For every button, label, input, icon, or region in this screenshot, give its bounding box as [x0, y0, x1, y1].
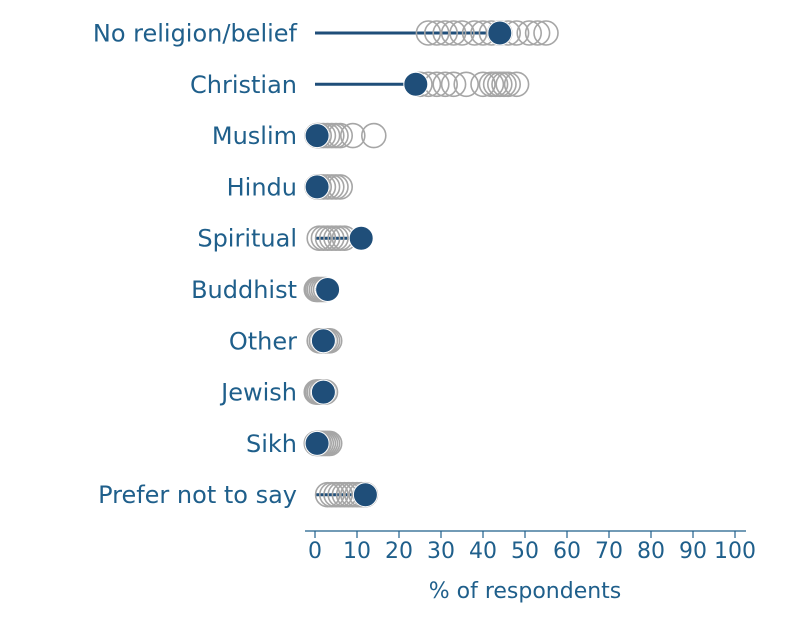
highlight-point — [352, 482, 378, 508]
highlight-point — [304, 123, 330, 149]
comparison-point — [461, 20, 488, 46]
x-tick-label: 40 — [469, 539, 497, 564]
comparison-point — [503, 71, 530, 98]
category-row: Christian — [190, 71, 530, 99]
category-row: Jewish — [219, 379, 339, 407]
category-row: Spiritual — [197, 225, 374, 253]
x-tick-label: 20 — [385, 539, 413, 564]
comparison-point — [432, 71, 459, 98]
x-tick-label: 30 — [427, 539, 455, 564]
category-row: Prefer not to say — [98, 481, 379, 509]
category-row: No religion/belief — [93, 20, 559, 48]
category-row: Buddhist — [191, 276, 341, 304]
category-rows: No religion/belief Christian Muslim Hindu Sp… — [93, 20, 559, 509]
category-label: Prefer not to say — [98, 481, 297, 509]
category-label: Christian — [190, 71, 297, 99]
category-label: Sikh — [246, 430, 297, 458]
highlight-point — [310, 379, 336, 405]
category-label: Muslim — [212, 122, 297, 150]
x-tick-label: 50 — [511, 539, 539, 564]
comparison-point — [423, 20, 450, 46]
highlight-point — [304, 174, 330, 200]
category-label: Spiritual — [197, 225, 297, 253]
x-tick-label: 70 — [595, 539, 623, 564]
comparison-point — [533, 20, 559, 46]
x-tick-label: 90 — [679, 539, 707, 564]
comparison-point — [495, 71, 522, 98]
comparison-point — [339, 122, 366, 149]
x-tick-label: 60 — [553, 539, 581, 564]
category-label: Buddhist — [191, 276, 297, 304]
comparison-point — [415, 20, 442, 46]
highlight-point — [487, 20, 513, 46]
category-label: No religion/belief — [93, 20, 298, 48]
comparison-point — [432, 20, 459, 46]
x-axis: 0 10 20 30 40 50 60 70 80 90 100 % of respondents — [305, 530, 756, 604]
comparison-point — [449, 20, 475, 46]
highlight-point — [304, 430, 330, 456]
highlight-point — [310, 328, 336, 354]
category-row: Sikh — [246, 430, 343, 458]
comparison-point — [470, 71, 496, 98]
x-axis-title: % of respondents — [429, 579, 622, 604]
x-tick-label: 100 — [714, 539, 756, 564]
comparison-point — [453, 71, 480, 98]
category-row: Other — [229, 327, 343, 355]
category-label: Hindu — [227, 173, 297, 201]
x-tick-label: 10 — [343, 539, 371, 564]
highlight-point — [348, 225, 374, 251]
x-tick-label: 80 — [637, 539, 665, 564]
category-row: Hindu — [227, 173, 354, 201]
category-label: Other — [229, 327, 297, 355]
x-tick-label: 0 — [308, 539, 322, 564]
x-axis-ticks: 0 10 20 30 40 50 60 70 80 90 100 — [308, 531, 756, 564]
highlight-point — [315, 277, 341, 302]
category-row: Muslim — [212, 122, 387, 150]
comparison-point — [440, 71, 467, 98]
comparison-point — [516, 20, 543, 46]
comparison-point — [360, 122, 387, 149]
category-label: Jewish — [219, 379, 297, 407]
highlight-point — [403, 71, 429, 97]
comparison-point — [524, 20, 551, 46]
comparison-point — [440, 20, 467, 46]
